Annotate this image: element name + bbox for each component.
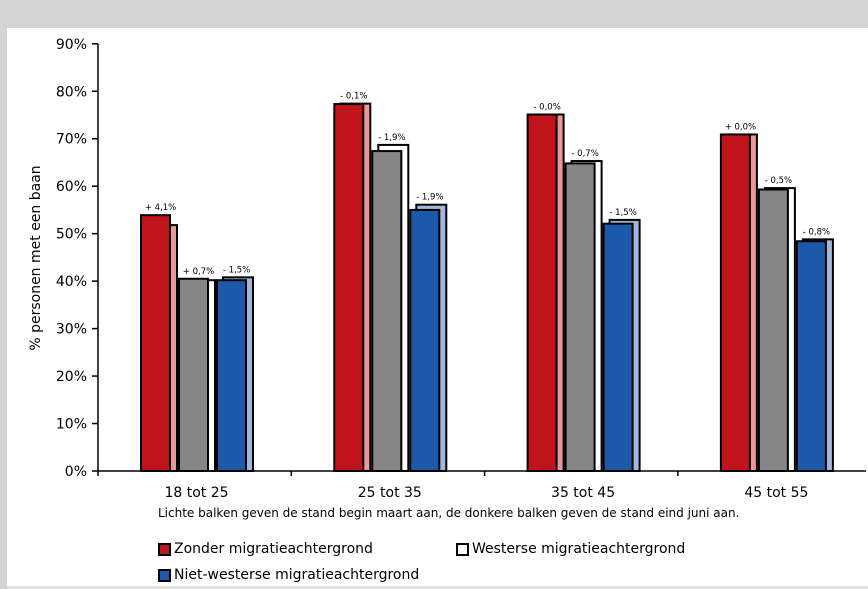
bar-eind-juni bbox=[371, 150, 403, 472]
change-label: - 0,5% bbox=[765, 176, 792, 186]
legend-item-westerse: Westerse migratieachtergrond bbox=[456, 541, 685, 557]
x-tick-label: 45 tot 55 bbox=[744, 485, 808, 501]
legend-label: Westerse migratieachtergrond bbox=[472, 541, 686, 557]
y-tick-label: 60% bbox=[56, 179, 87, 195]
bar-eind-juni bbox=[216, 279, 247, 472]
legend-item-zonder: Zonder migratieachtergrond bbox=[158, 541, 373, 557]
header-bar bbox=[0, 0, 868, 28]
change-label: - 0,7% bbox=[571, 149, 598, 159]
bar-eind-juni bbox=[564, 162, 596, 472]
y-tick-label: 50% bbox=[56, 227, 87, 243]
bottom-border bbox=[7, 586, 868, 589]
bar-eind-juni bbox=[409, 208, 441, 473]
legend-label: Niet-westerse migratieachtergrond bbox=[174, 567, 420, 583]
x-axis: 18 tot 25 25 tot 35 35 tot 45 45 tot 55 bbox=[97, 471, 808, 501]
change-label: - 0,8% bbox=[803, 227, 830, 237]
y-tick-label: 40% bbox=[56, 274, 87, 290]
y-tick-label: 30% bbox=[56, 322, 87, 338]
bar-eind-juni bbox=[602, 222, 634, 472]
bar-eind-juni bbox=[757, 188, 789, 472]
x-tick-label: 25 tot 35 bbox=[358, 485, 422, 501]
x-tick-label: 18 tot 25 bbox=[164, 485, 228, 501]
y-tick-label: 20% bbox=[56, 369, 87, 385]
change-label: - 0,0% bbox=[533, 103, 560, 113]
change-label: + 4,1% bbox=[145, 203, 176, 213]
y-tick-label: 90% bbox=[56, 37, 87, 53]
legend-swatch-red bbox=[158, 542, 171, 556]
y-tick-label: 80% bbox=[56, 84, 87, 100]
bar-eind-juni bbox=[719, 133, 751, 472]
change-label: - 1,9% bbox=[378, 133, 405, 143]
data-labels: + 4,1% + 0,7% - 1,5% - 0,1% - 1,9% - 1,9% - 0,… bbox=[145, 92, 830, 277]
legend-label: Zonder migratieachtergrond bbox=[174, 541, 373, 557]
change-label: - 1,5% bbox=[609, 208, 636, 218]
bar-eind-juni bbox=[333, 103, 365, 473]
y-tick-label: 0% bbox=[65, 464, 87, 480]
change-label: - 1,5% bbox=[223, 265, 250, 275]
change-label: + 0,0% bbox=[725, 122, 756, 132]
bar-eind-juni bbox=[178, 277, 209, 472]
y-tick-label: 10% bbox=[56, 417, 87, 433]
change-label: - 0,1% bbox=[340, 92, 367, 102]
bar-eind-juni bbox=[795, 240, 827, 472]
legend-swatch-white bbox=[456, 542, 469, 556]
legend-item-niet-westerse: Niet-westerse migratieachtergrond bbox=[158, 567, 419, 583]
chart-note: Lichte balken geven de stand begin maart… bbox=[158, 506, 739, 520]
bar-eind-juni bbox=[140, 214, 171, 472]
legend-swatch-blue bbox=[158, 568, 171, 582]
y-tick-label: 70% bbox=[56, 132, 87, 148]
left-border bbox=[0, 28, 7, 589]
bar-eind-juni bbox=[526, 113, 558, 472]
change-label: - 1,9% bbox=[416, 193, 443, 203]
change-label: + 0,7% bbox=[183, 267, 214, 277]
y-axis: 0% 10% 20% 30% 40% 50% 60% 70% 80% 90% bbox=[56, 37, 98, 480]
x-tick-label: 35 tot 45 bbox=[551, 485, 615, 501]
bars bbox=[140, 102, 834, 473]
y-axis-title: % personen met een baan bbox=[28, 165, 44, 350]
